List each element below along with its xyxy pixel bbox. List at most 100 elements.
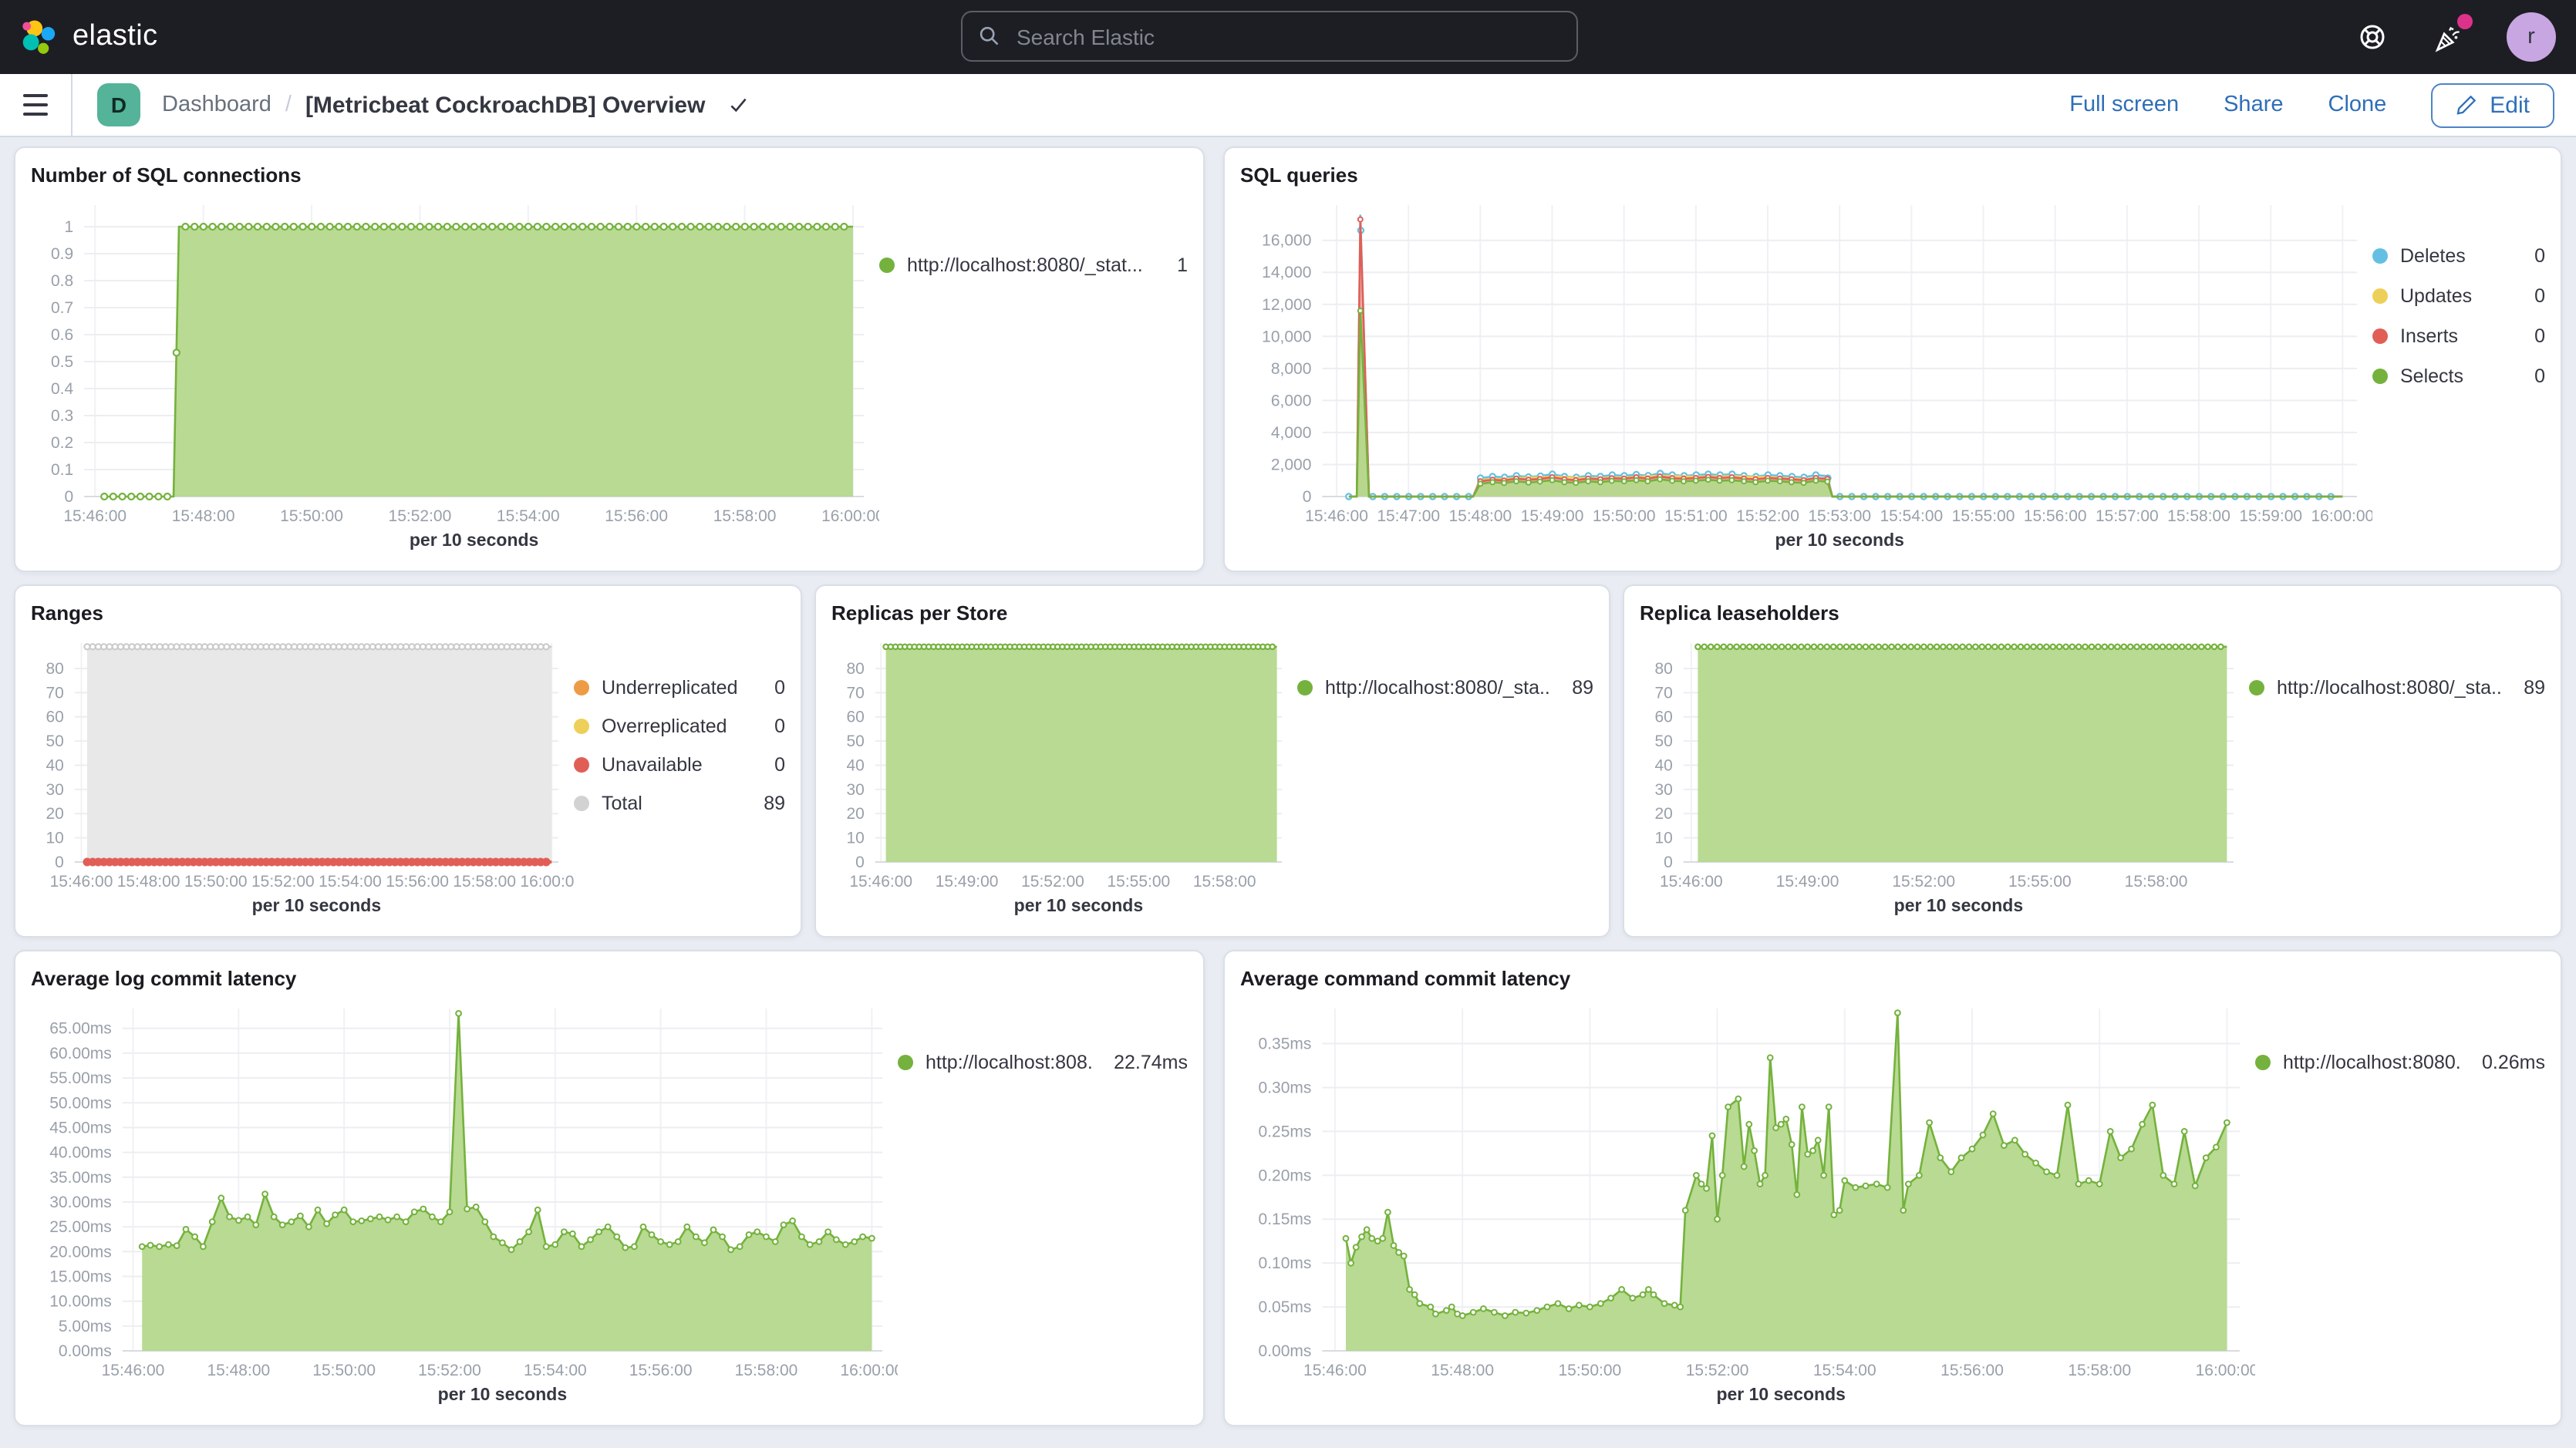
legend-item[interactable]: http://localhost:8080/_sta... 89	[1297, 677, 1593, 699]
svg-text:15:52:00: 15:52:00	[1021, 873, 1084, 891]
search-icon	[979, 26, 999, 45]
svg-text:15:46:00: 15:46:00	[1303, 1362, 1367, 1379]
svg-text:15:56:00: 15:56:00	[1940, 1362, 2004, 1379]
svg-text:15:58:00: 15:58:00	[453, 873, 516, 891]
replicas-per-store-chart[interactable]: 15:46:00 15:49:00 15:52:00 15:55:00 15:58:00…	[831, 628, 1297, 924]
panel-title: SQL queries	[1240, 163, 1358, 187]
svg-text:15:46:00: 15:46:00	[1305, 507, 1368, 525]
legend-swatch	[898, 1055, 913, 1070]
legend-item[interactable]: Deletes 0	[2372, 245, 2545, 267]
svg-text:40: 40	[1654, 756, 1672, 774]
legend-item[interactable]: http://localhost:8080/_stat... 1	[879, 254, 1188, 276]
svg-text:15:54:00: 15:54:00	[524, 1362, 587, 1379]
svg-text:40.00ms: 40.00ms	[49, 1144, 112, 1162]
svg-text:60: 60	[46, 709, 63, 726]
legend-swatch	[574, 796, 589, 811]
svg-text:0.20ms: 0.20ms	[1259, 1167, 1312, 1184]
svg-text:16:00:00: 16:00:00	[520, 873, 574, 891]
svg-text:0.1: 0.1	[51, 461, 73, 479]
sql-queries-chart[interactable]: 15:46:00 15:47:00 15:48:00 15:49:00 15:50:00…	[1240, 190, 2372, 558]
legend-value: 0	[774, 677, 785, 699]
edit-button[interactable]: Edit	[2431, 83, 2554, 127]
logo-wordmark: elastic	[72, 20, 158, 52]
breadcrumb-dashboard[interactable]: Dashboard	[162, 93, 271, 117]
replica-leaseholders-chart[interactable]: 15:46:00 15:49:00 15:52:00 15:55:00 15:58:00…	[1640, 628, 2249, 924]
legend-item[interactable]: http://localhost:8080/_sta... 89	[2249, 677, 2545, 699]
svg-text:15:53:00: 15:53:00	[1808, 507, 1871, 525]
legend-label: http://localhost:8080/_sta...	[1325, 677, 1551, 699]
svg-text:per 10 seconds: per 10 seconds	[1014, 895, 1143, 915]
svg-text:15:58:00: 15:58:00	[2125, 873, 2188, 891]
panel-title: Average command commit latency	[1240, 967, 1571, 990]
help-button[interactable]	[2355, 20, 2389, 54]
svg-text:per 10 seconds: per 10 seconds	[252, 895, 381, 915]
dashboard-toolbar: D Dashboard / [Metricbeat CockroachDB] O…	[0, 74, 2576, 137]
legend-item[interactable]: Updates 0	[2372, 285, 2545, 307]
svg-text:15:48:00: 15:48:00	[207, 1362, 270, 1379]
title-check-icon[interactable]	[728, 94, 750, 116]
svg-text:10: 10	[46, 830, 63, 847]
clone-button[interactable]: Clone	[2328, 93, 2387, 117]
svg-text:15:54:00: 15:54:00	[1880, 507, 1943, 525]
svg-text:15:50:00: 15:50:00	[1558, 1362, 1621, 1379]
share-button[interactable]: Share	[2224, 93, 2284, 117]
legend-swatch	[2249, 680, 2264, 695]
legend-value: 0.26ms	[2482, 1052, 2545, 1073]
edit-button-label: Edit	[2490, 92, 2530, 118]
svg-text:8,000: 8,000	[1271, 360, 1312, 378]
legend-item[interactable]: http://localhost:808... 22.74ms	[898, 1052, 1188, 1073]
newsfeed-icon	[2434, 25, 2459, 52]
dashboard-grid: Number of SQL connections 15:46:00 15:48:…	[0, 136, 2576, 1448]
svg-text:80: 80	[1654, 660, 1672, 678]
legend-item[interactable]: Unavailable 0	[574, 754, 785, 776]
command-commit-latency-chart[interactable]: 15:46:00 15:48:00 15:50:00 15:52:00 15:54:00…	[1240, 993, 2255, 1413]
elastic-logo-icon	[22, 19, 56, 53]
svg-text:0.8: 0.8	[51, 272, 73, 290]
svg-text:per 10 seconds: per 10 seconds	[410, 530, 538, 550]
newsfeed-button[interactable]	[2431, 14, 2473, 54]
elastic-logo[interactable]: elastic	[0, 18, 158, 56]
menu-button[interactable]	[0, 74, 72, 136]
hamburger-icon	[23, 91, 48, 119]
search-input[interactable]	[1013, 22, 1561, 50]
legend-item[interactable]: Selects 0	[2372, 365, 2545, 387]
legend-swatch	[2372, 369, 2388, 384]
svg-text:15:50:00: 15:50:00	[312, 1362, 376, 1379]
svg-text:60: 60	[846, 709, 864, 726]
sql-connections-chart[interactable]: 15:46:00 15:48:00 15:50:00 15:52:00 15:54:00…	[31, 190, 879, 558]
log-commit-latency-chart[interactable]: 15:46:00 15:48:00 15:50:00 15:52:00 15:54:00…	[31, 993, 898, 1413]
svg-text:15:50:00: 15:50:00	[280, 507, 343, 525]
svg-text:0.5: 0.5	[51, 353, 73, 371]
svg-text:0.35ms: 0.35ms	[1259, 1035, 1312, 1053]
legend-label: Selects	[2400, 365, 2463, 387]
panel-ranges: Ranges 15:46:00 15:48:00 15:50:00 15:52:00 1…	[14, 584, 802, 938]
global-search[interactable]	[961, 11, 1578, 62]
svg-text:10: 10	[1654, 830, 1672, 847]
user-avatar[interactable]: r	[2507, 12, 2556, 62]
legend-item[interactable]: http://localhost:8080... 0.26ms	[2255, 1052, 2545, 1073]
panel-replica-leaseholders: Replica leaseholders 15:46:00 15:49:00 15:…	[1623, 584, 2562, 938]
legend-value: 89	[1572, 677, 1593, 699]
svg-text:15.00ms: 15.00ms	[49, 1268, 112, 1285]
legend-label: http://localhost:808...	[926, 1052, 1093, 1073]
svg-text:15:46:00: 15:46:00	[849, 873, 912, 891]
svg-text:per 10 seconds: per 10 seconds	[438, 1384, 567, 1404]
ranges-chart[interactable]: 15:46:00 15:48:00 15:50:00 15:52:00 15:54:00…	[31, 628, 574, 924]
legend-item[interactable]: Overreplicated 0	[574, 716, 785, 737]
panel-log-commit-latency: Average log commit latency 15:46:00 15:48…	[14, 950, 1205, 1426]
svg-text:70: 70	[846, 684, 864, 702]
panel-title: Number of SQL connections	[31, 163, 302, 187]
svg-text:0: 0	[65, 488, 74, 506]
svg-text:16:00:00: 16:00:00	[840, 1362, 898, 1379]
space-avatar[interactable]: D	[97, 83, 140, 126]
svg-text:15:48:00: 15:48:00	[172, 507, 235, 525]
svg-text:15:51:00: 15:51:00	[1664, 507, 1728, 525]
svg-text:0.00ms: 0.00ms	[1259, 1342, 1312, 1360]
full-screen-button[interactable]: Full screen	[2069, 93, 2180, 117]
legend-item[interactable]: Total 89	[574, 793, 785, 814]
svg-text:15:52:00: 15:52:00	[389, 507, 452, 525]
legend-label: Underreplicated	[602, 677, 738, 699]
legend-item[interactable]: Inserts 0	[2372, 325, 2545, 347]
legend-item[interactable]: Underreplicated 0	[574, 677, 785, 699]
panel-command-commit-latency: Average command commit latency 15:46:00 1…	[1223, 950, 2562, 1426]
